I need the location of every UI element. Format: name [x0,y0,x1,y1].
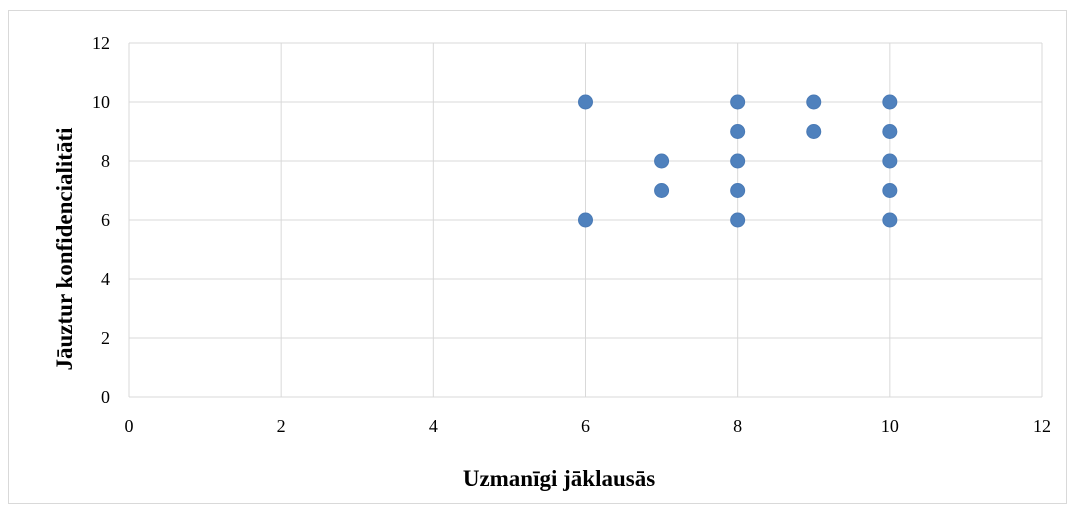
data-point [882,212,898,228]
x-tick-label: 10 [881,416,899,436]
data-point [882,183,898,198]
data-point [654,153,670,169]
x-axis-title: Uzmanīgi jāklausās [463,466,655,491]
x-tick-label: 0 [125,416,134,436]
gridlines [128,42,1043,398]
x-tick-label: 4 [429,416,438,436]
x-tick-label: 12 [1033,416,1051,436]
y-tick-label: 6 [101,210,110,230]
y-axis-ticks: 0 2 4 6 8 10 12 [92,33,110,407]
x-tick-label: 2 [277,416,286,436]
data-point [882,153,898,169]
chart-frame [8,10,1067,504]
data-point [806,124,822,139]
data-point [730,153,746,169]
y-tick-label: 2 [101,328,110,348]
y-tick-label: 12 [92,33,110,53]
x-tick-label: 6 [581,416,590,436]
data-point [806,94,822,110]
x-axis-ticks: 0 2 4 6 8 10 12 [125,416,1052,436]
y-tick-label: 0 [101,387,110,407]
data-point [730,94,746,110]
data-point [730,124,746,139]
data-point [882,94,898,110]
y-tick-label: 10 [92,92,110,112]
data-point [882,124,898,139]
data-point [730,212,746,228]
x-tick-label: 8 [733,416,742,436]
y-tick-label: 4 [101,269,110,289]
data-point [654,183,670,198]
data-points [578,94,898,228]
data-point [578,94,593,110]
data-point [730,183,746,198]
y-tick-label: 8 [101,151,110,171]
data-point [578,212,593,228]
y-axis-title: Jāuztur konfidencialitāti [52,127,77,371]
